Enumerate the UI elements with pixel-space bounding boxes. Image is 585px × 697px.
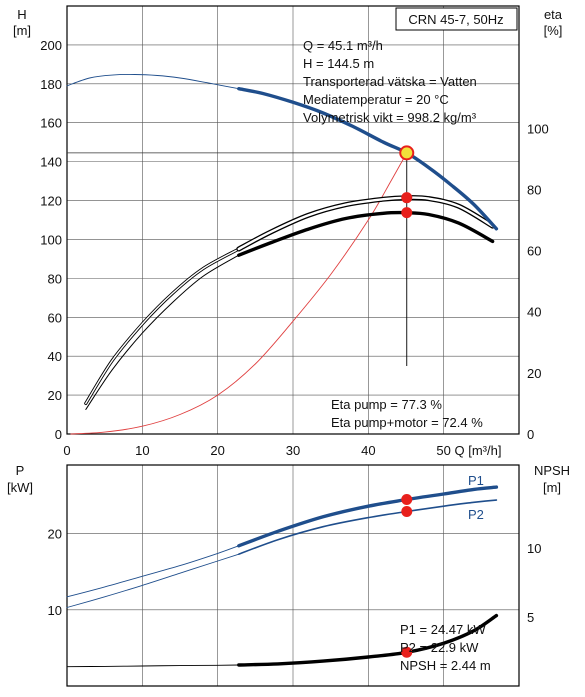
info-p2: P2 = 22.9 kW: [400, 640, 479, 655]
p2-curve-extended: [66, 553, 240, 608]
eta-tick-label: 40: [527, 305, 541, 320]
eta-pump-curve-extended: [84, 247, 241, 405]
chart-title: CRN 45-7, 50Hz: [408, 12, 503, 27]
eta-pump-motor-curve: [237, 210, 495, 257]
info-temperature: Mediatemperatur = 20 °C: [303, 92, 449, 107]
p1-marker: [401, 494, 413, 506]
h-tick-label: 40: [48, 349, 62, 364]
npsh-curve-extended: [66, 664, 240, 668]
curve-label-p1: P1: [468, 473, 484, 488]
h-axis-label-line2: [m]: [13, 23, 31, 38]
h-tick-label: 140: [40, 155, 62, 170]
info-liquid: Transporterad vätska = Vatten: [303, 74, 477, 89]
eta-tick-label: 60: [527, 244, 541, 259]
h-tick-label: 160: [40, 116, 62, 131]
bottom-plot-frame: [66, 464, 520, 687]
info-eta-pump: Eta pump = 77.3 %: [331, 397, 442, 412]
x-tick-label: 40: [361, 443, 375, 458]
top-curves: [66, 74, 499, 435]
npsh-tick-label: 5: [527, 610, 534, 625]
info-q: Q = 45.1 m³/h: [303, 38, 383, 53]
h-tick-label: 80: [48, 271, 62, 286]
p1-curve-extended: [66, 545, 240, 598]
eta-axis-label-line1: eta: [544, 7, 563, 22]
q-axis-label: Q [m³/h]: [455, 443, 502, 458]
info-p1: P1 = 24.47 kW: [400, 622, 486, 637]
h-tick-label: 100: [40, 232, 62, 247]
bottom-grid: [67, 465, 519, 686]
x-tick-label: 0: [63, 443, 70, 458]
npsh-marker: [401, 646, 413, 658]
h-tick-label: 20: [48, 388, 62, 403]
eta-axis-label-line2: [%]: [544, 23, 563, 38]
top-plot-frame: [66, 5, 520, 435]
p2-curve: [238, 499, 498, 555]
eta-pump-curve-extended-inner: [85, 248, 240, 405]
p-tick-label: 10: [48, 603, 62, 618]
head-curve: [237, 87, 499, 231]
p-axis-label-line2: [kW]: [7, 480, 33, 495]
head-locus-curve: [70, 152, 408, 435]
x-tick-label: 10: [135, 443, 149, 458]
eta-pump-marker: [401, 192, 413, 204]
x-tick-label: 30: [286, 443, 300, 458]
eta-pump-motor-marker: [401, 207, 413, 219]
p-axis-label-line1: P: [16, 463, 25, 478]
h-tick-label: 200: [40, 38, 62, 53]
h-tick-label: 180: [40, 77, 62, 92]
npsh-axis-label-line2: [m]: [543, 480, 561, 495]
eta-tick-label: 100: [527, 121, 549, 136]
bottom-tick-labels: 10 20 5 10: [48, 527, 542, 625]
info-density: Volymetrisk vikt = 998.2 kg/m³: [303, 110, 477, 125]
npsh-curve: [237, 613, 499, 667]
top-tick-labels: 0 10 20 30 40 50 0 20 40 60 80 100 120 140 160 180 200 0 2…: [40, 38, 548, 458]
eta-tick-label: 20: [527, 366, 541, 381]
x-tick-label: 20: [210, 443, 224, 458]
npsh-tick-label: 10: [527, 541, 541, 556]
eta-tick-label: 80: [527, 182, 541, 197]
h-axis-label-line1: H: [17, 7, 26, 22]
operating-point-marker: [399, 145, 415, 161]
bottom-curves: [66, 485, 499, 668]
curve-label-p2: P2: [468, 507, 484, 522]
h-tick-label: 60: [48, 310, 62, 325]
top-grid: [67, 6, 519, 434]
info-eta-pump-motor: Eta pump+motor = 72.4 %: [331, 415, 483, 430]
eta-tick-label: 0: [527, 427, 534, 442]
title-box: [395, 7, 518, 31]
npsh-axis-label-line1: NPSH: [534, 463, 570, 478]
info-h: H = 144.5 m: [303, 56, 374, 71]
p1-curve: [237, 485, 499, 548]
eta-pump-curve-inner: [237, 196, 494, 251]
p2-marker: [401, 505, 413, 517]
h-tick-label: 120: [40, 194, 62, 209]
head-curve-extended: [66, 74, 240, 90]
h-tick-label: 0: [55, 427, 62, 442]
info-npsh: NPSH = 2.44 m: [400, 658, 491, 673]
eta-pump-motor-curve-extended: [85, 254, 240, 410]
p-tick-label: 20: [48, 527, 62, 542]
x-tick-label: 50: [436, 443, 450, 458]
